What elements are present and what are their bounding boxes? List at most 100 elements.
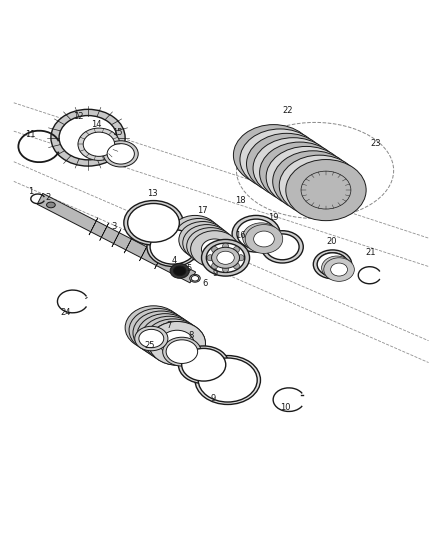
- Ellipse shape: [201, 239, 250, 276]
- Ellipse shape: [237, 220, 275, 248]
- Ellipse shape: [162, 332, 193, 356]
- Ellipse shape: [261, 231, 303, 263]
- Circle shape: [223, 266, 229, 272]
- Ellipse shape: [273, 151, 353, 212]
- Polygon shape: [139, 244, 148, 261]
- Text: 25: 25: [145, 342, 155, 351]
- Circle shape: [238, 255, 244, 261]
- Ellipse shape: [232, 215, 280, 252]
- Ellipse shape: [182, 349, 226, 381]
- Text: 9: 9: [213, 269, 218, 278]
- Ellipse shape: [107, 143, 134, 164]
- Ellipse shape: [212, 247, 240, 268]
- Ellipse shape: [125, 306, 182, 350]
- Ellipse shape: [133, 311, 190, 354]
- Polygon shape: [124, 236, 133, 253]
- Text: 13: 13: [147, 189, 158, 198]
- Ellipse shape: [139, 329, 164, 348]
- Ellipse shape: [46, 202, 55, 208]
- Ellipse shape: [319, 254, 350, 278]
- Ellipse shape: [324, 258, 354, 281]
- Ellipse shape: [286, 159, 366, 221]
- Circle shape: [212, 263, 218, 269]
- Text: 22: 22: [283, 106, 293, 115]
- Circle shape: [212, 247, 218, 253]
- Ellipse shape: [317, 253, 348, 276]
- Ellipse shape: [145, 319, 201, 362]
- Polygon shape: [112, 229, 121, 247]
- Ellipse shape: [265, 234, 299, 260]
- Ellipse shape: [51, 109, 125, 166]
- Ellipse shape: [198, 358, 257, 402]
- Ellipse shape: [183, 224, 231, 261]
- Text: 16: 16: [235, 231, 245, 239]
- Ellipse shape: [166, 340, 198, 364]
- Ellipse shape: [201, 239, 228, 259]
- Ellipse shape: [147, 227, 199, 266]
- Text: 19: 19: [268, 213, 279, 222]
- Ellipse shape: [141, 316, 198, 360]
- Ellipse shape: [254, 231, 274, 247]
- Ellipse shape: [191, 231, 239, 268]
- Ellipse shape: [279, 155, 360, 216]
- Ellipse shape: [173, 266, 186, 276]
- Ellipse shape: [321, 256, 352, 280]
- Ellipse shape: [206, 243, 245, 272]
- Ellipse shape: [128, 204, 179, 242]
- Ellipse shape: [331, 263, 347, 276]
- Text: 3: 3: [112, 222, 117, 231]
- Text: 9: 9: [211, 394, 216, 403]
- Ellipse shape: [129, 309, 186, 352]
- Ellipse shape: [137, 313, 194, 357]
- Ellipse shape: [178, 346, 229, 384]
- Circle shape: [207, 255, 213, 261]
- Ellipse shape: [245, 224, 283, 253]
- Text: 8: 8: [188, 331, 193, 340]
- Text: 2: 2: [45, 193, 50, 202]
- Ellipse shape: [59, 116, 117, 160]
- Ellipse shape: [124, 200, 183, 245]
- Ellipse shape: [171, 215, 219, 252]
- Ellipse shape: [160, 330, 194, 357]
- Circle shape: [233, 247, 240, 253]
- Ellipse shape: [217, 251, 234, 264]
- Circle shape: [233, 263, 240, 269]
- Ellipse shape: [162, 337, 201, 366]
- Ellipse shape: [187, 228, 235, 264]
- Text: 11: 11: [25, 130, 35, 139]
- Ellipse shape: [247, 133, 327, 195]
- Polygon shape: [37, 193, 196, 283]
- Text: 7: 7: [166, 321, 172, 330]
- Ellipse shape: [175, 219, 223, 255]
- Ellipse shape: [253, 138, 333, 199]
- Ellipse shape: [103, 141, 138, 167]
- Ellipse shape: [190, 274, 200, 282]
- Ellipse shape: [266, 147, 346, 207]
- Polygon shape: [155, 252, 164, 269]
- Ellipse shape: [317, 253, 348, 276]
- Ellipse shape: [313, 250, 352, 279]
- Text: 23: 23: [370, 139, 381, 148]
- Ellipse shape: [240, 129, 320, 190]
- Text: 21: 21: [366, 248, 376, 257]
- Text: 17: 17: [197, 206, 208, 215]
- Ellipse shape: [195, 356, 261, 405]
- Circle shape: [223, 243, 229, 249]
- Ellipse shape: [179, 222, 227, 258]
- Polygon shape: [100, 223, 109, 240]
- Ellipse shape: [135, 326, 168, 351]
- Text: 1: 1: [28, 187, 33, 196]
- Text: 5: 5: [187, 264, 192, 273]
- Ellipse shape: [191, 276, 199, 281]
- Text: 14: 14: [91, 120, 101, 128]
- Text: 10: 10: [280, 402, 291, 411]
- Text: 4: 4: [172, 256, 177, 265]
- Polygon shape: [89, 217, 98, 235]
- Text: 6: 6: [202, 279, 208, 288]
- Ellipse shape: [237, 219, 276, 248]
- Ellipse shape: [233, 125, 314, 185]
- Ellipse shape: [243, 223, 280, 252]
- Ellipse shape: [83, 132, 115, 156]
- Ellipse shape: [150, 230, 196, 264]
- Text: 20: 20: [326, 237, 337, 246]
